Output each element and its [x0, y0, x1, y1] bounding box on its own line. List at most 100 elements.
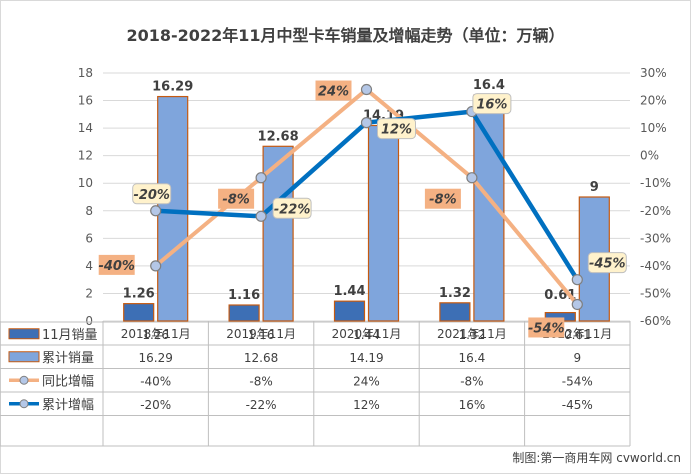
y2-tick-label: -40%	[640, 259, 671, 273]
table-cell: 0.61	[564, 328, 591, 342]
line-point	[150, 260, 162, 272]
data-callout-box	[98, 254, 135, 275]
y-tick-label: 8	[85, 204, 93, 218]
table-cell: 16%	[459, 398, 486, 412]
line-data-label: -54%	[528, 321, 565, 336]
bar-cumulative	[157, 95, 189, 322]
y-tick-label: 18	[78, 66, 93, 80]
y2-tick-label: 0%	[640, 149, 659, 163]
table-cell: 14.19	[349, 351, 383, 365]
legend-marker	[19, 399, 29, 409]
bar-cumulative	[262, 145, 294, 322]
line-data-label: 16%	[476, 98, 507, 113]
table-cell: 1.32	[459, 328, 486, 342]
chart-title: 2018-2022年11月中型卡车销量及增幅走势（单位：万辆）	[126, 26, 565, 45]
line-point	[466, 172, 478, 184]
bar-data-label: 1.32	[439, 286, 471, 301]
line-point	[571, 274, 583, 286]
table-cell: 16.29	[139, 351, 173, 365]
data-callout-box	[132, 183, 172, 205]
line-point	[360, 83, 373, 96]
table-cell: 9	[573, 351, 581, 365]
line-data-label: 24%	[318, 85, 349, 100]
y-tick-label: 0	[85, 314, 93, 328]
line-data-label: -22%	[274, 202, 311, 217]
y2-tick-label: 20%	[640, 94, 667, 108]
table-cell: -40%	[140, 374, 171, 388]
table-cell: -54%	[562, 374, 593, 388]
table-cell: -22%	[246, 398, 277, 412]
table-cell: -8%	[249, 374, 272, 388]
y2-tick-label: -50%	[640, 286, 671, 300]
y2-tick-label: -60%	[640, 314, 671, 328]
bar-monthly	[333, 300, 366, 322]
legend-label: 累计增幅	[42, 398, 94, 413]
table-cell: 12.68	[244, 351, 278, 365]
x-tick-label: 2018年11月	[121, 327, 191, 341]
y-tick-label: 16	[78, 94, 93, 108]
bar-monthly	[123, 303, 155, 322]
line-data-label: -20%	[133, 188, 170, 203]
x-tick-label: 2019年11月	[226, 327, 296, 341]
bar-data-label: 16.29	[152, 80, 193, 95]
data-callout-box	[472, 93, 512, 115]
bar-monthly	[228, 304, 260, 322]
legend-swatch	[8, 328, 40, 340]
table-cell: 1.44	[353, 328, 380, 342]
bar-data-label: 12.68	[258, 129, 299, 144]
y2-tick-label: 30%	[640, 66, 667, 80]
bar-data-label: 1.44	[333, 284, 365, 299]
data-callout-box	[528, 317, 565, 338]
table-cell: 16.4	[459, 351, 486, 365]
y2-tick-label: -20%	[640, 204, 671, 218]
data-callout-box	[218, 188, 255, 209]
bar-data-label: 9	[590, 180, 599, 195]
data-callout-box	[377, 118, 416, 140]
y2-tick-label: -30%	[640, 231, 671, 245]
y2-tick-label: -10%	[640, 176, 671, 190]
legend-label: 累计销量	[42, 351, 94, 366]
legend-marker	[19, 375, 29, 385]
bar-data-label: 16.4	[473, 78, 505, 93]
line-point	[255, 210, 267, 222]
y-tick-label: 6	[85, 231, 93, 245]
line-point	[360, 116, 373, 129]
bar-data-label: 1.26	[123, 287, 155, 302]
legend-label: 同比增幅	[42, 374, 94, 389]
table-cell: 1.16	[248, 328, 275, 342]
line-data-label: -8%	[222, 193, 249, 208]
data-callout-box	[272, 197, 312, 219]
line-data-label: -45%	[589, 257, 626, 272]
chart-credit: 制图:第一商用车网 cvworld.cn	[512, 451, 681, 465]
line-point	[571, 298, 583, 311]
y2-tick-label: 10%	[640, 121, 667, 135]
legend-swatch	[8, 351, 40, 363]
table-cell: -20%	[140, 398, 171, 412]
y-tick-label: 2	[85, 286, 93, 300]
line-data-label: -8%	[429, 193, 456, 208]
line-data-label: -40%	[98, 259, 135, 274]
table-cell: -8%	[460, 374, 483, 388]
x-tick-label: 2020年11月	[332, 327, 402, 341]
x-tick-label: 2021年11月	[437, 327, 507, 341]
line-point	[150, 205, 162, 217]
bar-cumulative	[367, 124, 400, 322]
data-callout-box	[424, 188, 461, 209]
data-callout-box	[315, 80, 352, 101]
line-point	[255, 172, 267, 184]
y-tick-label: 4	[85, 259, 93, 273]
y-tick-label: 12	[78, 149, 93, 163]
data-callout-box	[587, 252, 627, 274]
line-data-label: 12%	[381, 123, 412, 138]
y-tick-label: 10	[78, 176, 93, 190]
table-cell: 24%	[353, 374, 380, 388]
table-cell: 12%	[353, 398, 380, 412]
y-tick-label: 14	[78, 121, 93, 135]
legend-label: 11月销量	[42, 328, 98, 343]
bar-data-label: 1.16	[228, 288, 260, 303]
bar-monthly	[439, 302, 471, 322]
table-cell: 1.26	[142, 328, 169, 342]
table-cell: -45%	[562, 398, 593, 412]
